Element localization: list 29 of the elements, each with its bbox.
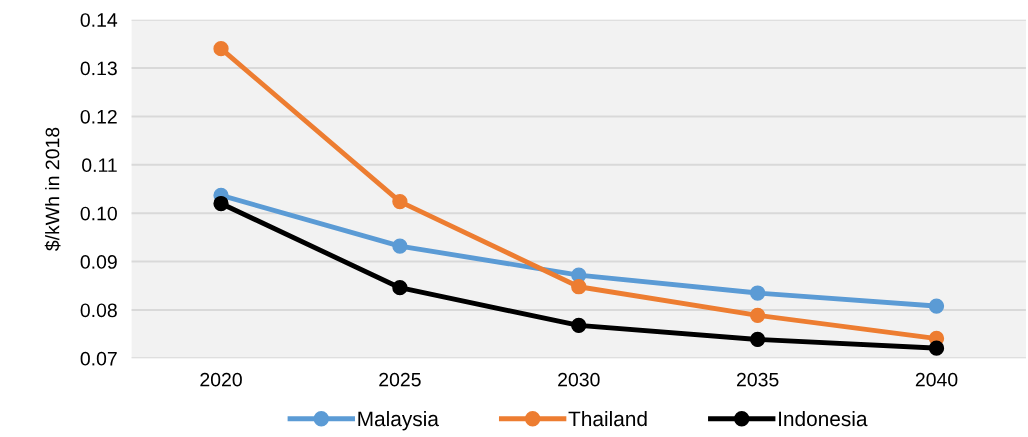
point bbox=[392, 238, 408, 254]
y-tick-label: 0.12 bbox=[80, 109, 117, 124]
x-tick-label: 2030 bbox=[558, 372, 600, 387]
point bbox=[749, 331, 766, 348]
y-tick-label: 0.08 bbox=[80, 303, 117, 318]
y-tick-label: 0.10 bbox=[80, 206, 117, 221]
point bbox=[928, 340, 945, 356]
point bbox=[392, 280, 408, 296]
y-tick-label: 0.11 bbox=[82, 158, 117, 173]
legend-label: Indonesia bbox=[779, 410, 868, 427]
legend-label: Malaysia bbox=[358, 410, 439, 431]
x-tick-label: 2025 bbox=[379, 372, 421, 387]
point bbox=[392, 193, 408, 210]
point bbox=[928, 298, 945, 314]
point bbox=[749, 285, 766, 301]
point bbox=[571, 279, 587, 295]
point bbox=[749, 307, 766, 323]
y-tick-label: 0.13 bbox=[80, 61, 117, 76]
y-tick-label: 0.07 bbox=[80, 351, 117, 366]
y-axis-title: $/kWh in 2018 bbox=[44, 127, 61, 251]
y-tick-label: 0.14 bbox=[80, 13, 118, 27]
y-tick-label: 0.09 bbox=[80, 255, 117, 269]
point bbox=[213, 41, 229, 57]
x-tick-label: 2020 bbox=[200, 372, 242, 387]
x-tick-label: 2040 bbox=[915, 372, 958, 387]
point bbox=[213, 195, 229, 212]
legend-label: Thailand bbox=[568, 410, 647, 427]
x-tick-label: 2035 bbox=[736, 372, 779, 387]
point bbox=[571, 317, 587, 334]
